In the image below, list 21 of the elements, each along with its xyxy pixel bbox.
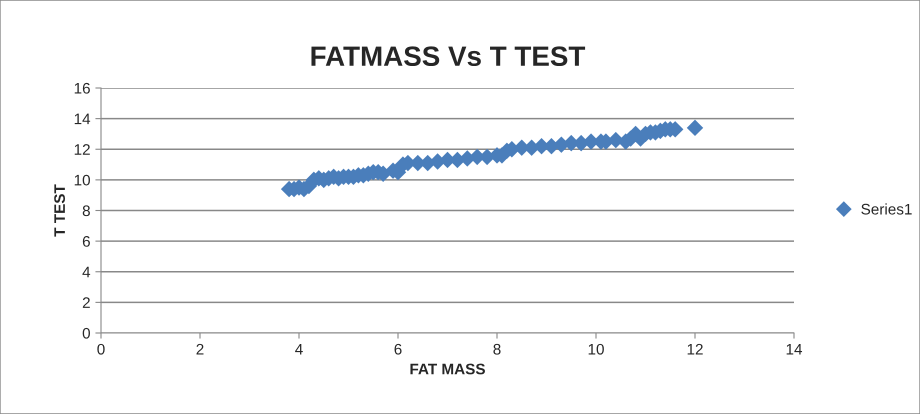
y-tick-label: 8 (82, 205, 90, 216)
y-tick-label: 12 (74, 144, 90, 155)
y-tick-label: 2 (82, 297, 90, 308)
x-tick-label: 14 (786, 344, 802, 354)
x-tick-label: 12 (688, 344, 703, 354)
x-tick-label: 6 (394, 344, 402, 355)
y-tick-label: 16 (74, 82, 90, 94)
x-tick-label: 2 (196, 344, 204, 354)
x-tick-label: 4 (295, 344, 303, 354)
x-tick-label: 0 (97, 344, 105, 355)
y-axis-title: T TEST (54, 184, 66, 237)
x-tick-label: 10 (588, 344, 604, 355)
y-tick-label: 0 (82, 328, 90, 339)
y-tick-label: 14 (74, 114, 90, 124)
y-tick-label: 10 (74, 174, 90, 186)
x-axis-title: FAT MASS (410, 364, 485, 374)
legend-label: Series1 (861, 203, 912, 215)
x-tick-label: 8 (493, 344, 501, 355)
y-tick-label: 4 (82, 266, 90, 278)
y-tick-label: 6 (82, 236, 90, 247)
chart-title: FATMASS Vs T TEST (311, 46, 586, 66)
